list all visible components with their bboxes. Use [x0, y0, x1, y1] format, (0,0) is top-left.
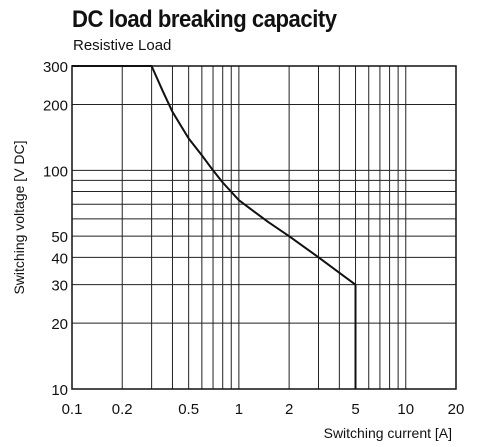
x-tick-label: 5	[351, 401, 359, 418]
y-tick-label: 40	[51, 250, 68, 267]
y-tick-label: 10	[51, 382, 68, 399]
x-tick-label: 1	[235, 401, 243, 418]
plot-frame	[71, 65, 457, 390]
y-tick-label: 100	[43, 163, 68, 180]
y-tick-labels: 10 20 30 40 50 100 200 300	[43, 59, 68, 399]
series-line	[72, 65, 357, 389]
x-tick-label: 0.5	[178, 401, 199, 418]
y-tick-label: 50	[51, 229, 68, 246]
x-tick-label: 10	[397, 401, 414, 418]
y-tick-label: 300	[43, 59, 68, 76]
grid	[71, 65, 457, 390]
y-tick-label: 30	[51, 278, 68, 295]
y-tick-label: 20	[51, 316, 68, 333]
y-tick-label: 200	[43, 98, 68, 115]
x-axis-label: Switching current [A]	[324, 425, 452, 441]
chart-subtitle: Resistive Load	[73, 37, 172, 54]
chart-title: DC load breaking capacity	[72, 6, 337, 33]
x-tick-labels: 0.1 0.2 0.5 1 2 5 10 20	[62, 401, 465, 418]
series-layer	[72, 65, 357, 389]
x-tick-label: 20	[448, 401, 465, 418]
x-tick-label: 0.1	[62, 401, 83, 418]
y-axis-label: Switching voltage [V DC]	[11, 140, 27, 294]
x-tick-label: 0.2	[112, 401, 133, 418]
x-tick-label: 2	[285, 401, 293, 418]
